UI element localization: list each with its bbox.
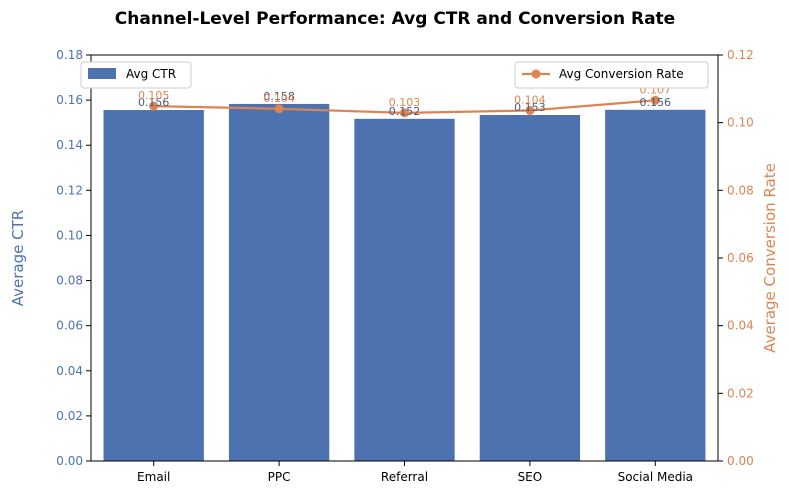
line-group bbox=[149, 95, 660, 118]
bars-group bbox=[103, 103, 706, 462]
right-tick-label: 0.06 bbox=[727, 251, 754, 265]
left-axis: 0.00 0.02 0.04 0.06 0.08 0.10 0.12 0.14 0.16 0.18 bbox=[56, 48, 91, 468]
chart-title: Channel-Level Performance: Avg CTR and C… bbox=[115, 9, 675, 29]
y-axis-label: Average CTR bbox=[9, 210, 27, 306]
bar-value-label: 0.152 bbox=[389, 105, 421, 118]
left-tick-label: 0.06 bbox=[56, 319, 83, 333]
line-point-ppc bbox=[274, 104, 284, 114]
right-tick-label: 0.12 bbox=[727, 48, 754, 62]
bar-value-label: 0.158 bbox=[263, 90, 295, 103]
legend-line: Avg Conversion Rate bbox=[514, 61, 709, 89]
line-value-label: 0.105 bbox=[138, 89, 170, 102]
legend-line-label: Avg Conversion Rate bbox=[559, 67, 684, 81]
line-point-social-media bbox=[650, 95, 660, 105]
y-axis-right-label: Average Conversion Rate bbox=[761, 163, 779, 353]
bar-email bbox=[103, 110, 204, 461]
x-tick-label: Social Media bbox=[618, 470, 693, 484]
bar-value-label: 0.153 bbox=[514, 101, 546, 114]
left-tick-label: 0.16 bbox=[56, 93, 83, 107]
bar-seo bbox=[479, 114, 581, 462]
x-tick-label: PPC bbox=[268, 470, 291, 484]
bar-referral bbox=[354, 118, 455, 462]
line-value-label: 0.103 bbox=[389, 96, 421, 109]
right-tick-label: 0.08 bbox=[727, 183, 754, 197]
line-point-seo bbox=[525, 105, 535, 115]
x-tick-label: Referral bbox=[381, 470, 428, 484]
left-tick-label: 0.00 bbox=[56, 454, 83, 468]
line-value-label: 0.104 bbox=[514, 93, 546, 106]
line-value-label: 0.104 bbox=[263, 92, 295, 105]
left-tick-label: 0.02 bbox=[56, 409, 83, 423]
legend-bar-label: Avg CTR bbox=[126, 67, 176, 81]
legend-line-box bbox=[514, 61, 709, 89]
right-tick-label: 0.00 bbox=[727, 454, 754, 468]
right-tick-label: 0.10 bbox=[727, 116, 754, 130]
right-tick-label: 0.04 bbox=[727, 319, 754, 333]
left-tick-label: 0.10 bbox=[56, 228, 83, 242]
x-tick-label: Email bbox=[137, 470, 170, 484]
left-tick-label: 0.08 bbox=[56, 274, 83, 288]
bar-social-media bbox=[605, 109, 706, 461]
left-tick-label: 0.18 bbox=[56, 48, 83, 62]
x-axis: Email PPC Referral SEO Social Media bbox=[137, 461, 693, 484]
left-tick-label: 0.14 bbox=[56, 138, 83, 152]
right-tick-label: 0.02 bbox=[727, 386, 754, 400]
bar-ppc bbox=[228, 103, 330, 461]
line-point-email bbox=[149, 101, 159, 111]
legend-line-marker bbox=[531, 69, 541, 79]
x-tick-label: SEO bbox=[518, 470, 543, 484]
legend-bar: Avg CTR bbox=[80, 61, 192, 89]
bar-value-label: 0.156 bbox=[138, 96, 170, 109]
legend-bar-swatch bbox=[88, 68, 116, 79]
bar-value-label: 0.156 bbox=[640, 96, 672, 109]
line-point-referral bbox=[400, 108, 409, 118]
right-axis: 0.00 0.02 0.04 0.06 0.08 0.10 0.12 bbox=[718, 48, 754, 468]
left-tick-label: 0.04 bbox=[56, 364, 83, 378]
left-tick-label: 0.12 bbox=[56, 183, 83, 197]
